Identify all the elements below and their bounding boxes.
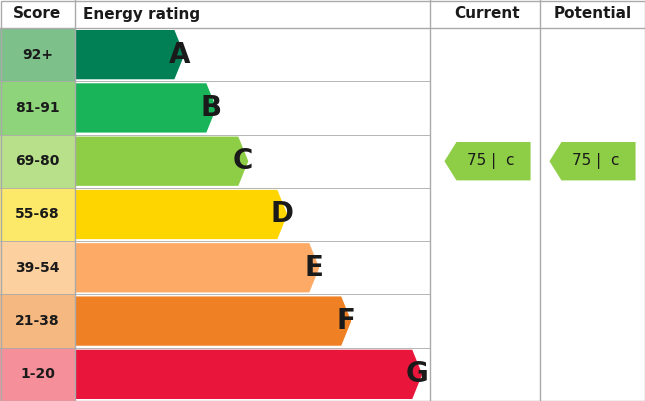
Bar <box>0 81 75 135</box>
Text: G: G <box>406 360 429 388</box>
Text: F: F <box>337 307 355 335</box>
Text: 39-54: 39-54 <box>15 261 60 275</box>
Bar <box>0 135 75 188</box>
Polygon shape <box>75 137 248 186</box>
Polygon shape <box>75 83 216 133</box>
Polygon shape <box>75 30 184 79</box>
Text: B: B <box>201 94 222 122</box>
Polygon shape <box>75 190 288 239</box>
Text: 55-68: 55-68 <box>15 207 60 221</box>
Polygon shape <box>75 296 352 346</box>
Text: 92+: 92+ <box>22 48 53 62</box>
Bar <box>0 241 75 294</box>
Bar <box>0 348 75 401</box>
Text: 75 |  c: 75 | c <box>572 153 620 169</box>
Bar <box>0 294 75 348</box>
Text: 75 |  c: 75 | c <box>468 153 515 169</box>
Text: 21-38: 21-38 <box>15 314 60 328</box>
Text: E: E <box>305 254 324 282</box>
Text: Potential: Potential <box>553 6 631 22</box>
Text: Energy rating: Energy rating <box>83 6 200 22</box>
Polygon shape <box>75 243 319 292</box>
Polygon shape <box>550 142 635 180</box>
Polygon shape <box>75 350 422 399</box>
Text: D: D <box>271 200 294 229</box>
Text: C: C <box>233 147 253 175</box>
Polygon shape <box>444 142 531 180</box>
Text: 1-20: 1-20 <box>20 367 55 381</box>
Bar <box>0 28 75 81</box>
Text: Current: Current <box>455 6 521 22</box>
Text: 81-91: 81-91 <box>15 101 60 115</box>
Text: A: A <box>168 41 190 69</box>
Bar <box>0 188 75 241</box>
Text: 69-80: 69-80 <box>15 154 60 168</box>
Text: Score: Score <box>14 6 62 22</box>
